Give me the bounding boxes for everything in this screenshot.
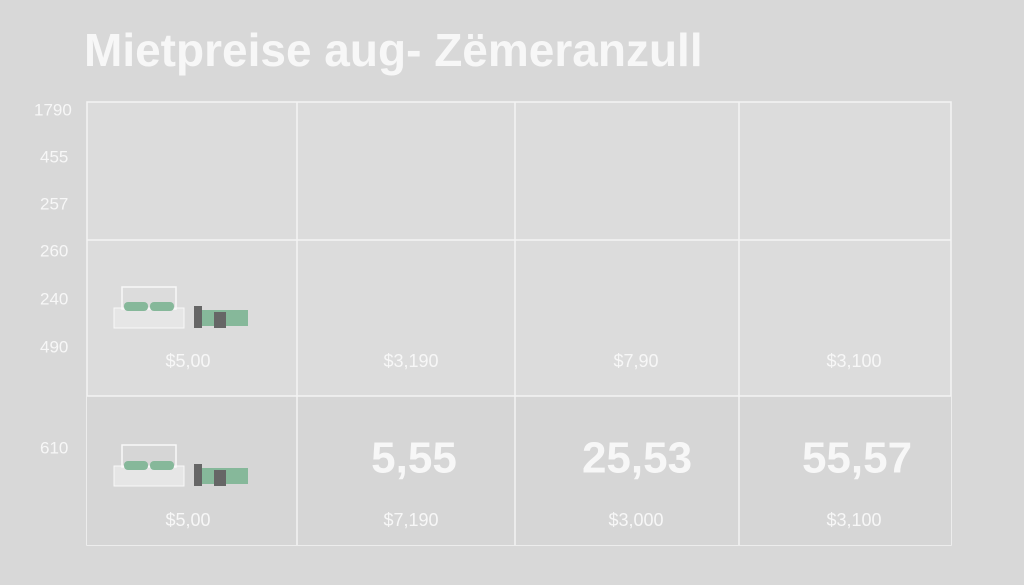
side-label: 610: [40, 438, 68, 457]
title: Mietpreise aug- Zëmeranzull: [84, 24, 703, 76]
price: $5,00: [165, 351, 210, 371]
bed-icon: [113, 444, 248, 487]
pillow: [124, 461, 148, 470]
side-label: 260: [40, 241, 68, 260]
bed-base: [113, 307, 185, 329]
price: $7,190: [383, 510, 438, 530]
pillow: [150, 302, 174, 311]
side-label: 240: [40, 289, 68, 308]
price: $3,000: [608, 510, 663, 530]
price: $5,00: [165, 510, 210, 530]
pillow: [124, 302, 148, 311]
big-number: 25,53: [582, 434, 692, 483]
cot-frame: [214, 312, 226, 328]
price: $3,190: [383, 351, 438, 371]
price: $3,100: [826, 351, 881, 371]
bed-base: [113, 465, 185, 487]
big-number: 55,57: [802, 434, 912, 483]
cot-frame: [214, 470, 226, 486]
side-label: 490: [40, 337, 68, 356]
bed-head: [121, 444, 177, 468]
side-label: 455: [40, 147, 68, 166]
big-number: 5,55: [371, 434, 457, 483]
cot-frame: [194, 464, 202, 486]
cot-frame: [194, 306, 202, 328]
price: $7,90: [613, 351, 658, 371]
pillow: [150, 461, 174, 470]
side-label: 257: [40, 194, 68, 213]
price: $3,100: [826, 510, 881, 530]
bed-head: [121, 286, 177, 310]
bed-icon: [113, 286, 248, 329]
side-label: 1790: [34, 100, 72, 119]
